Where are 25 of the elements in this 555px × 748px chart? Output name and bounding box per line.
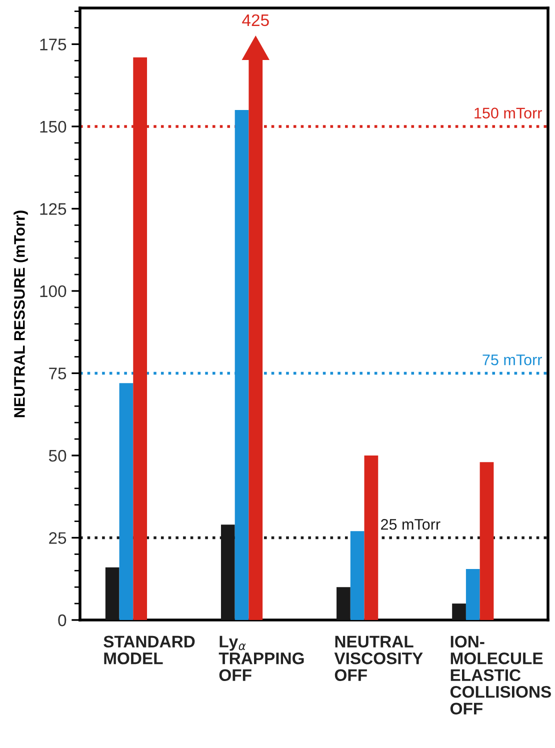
- ref-line-label: 75 mTorr: [482, 354, 542, 366]
- ref-line-label: 25 mTorr: [381, 518, 440, 530]
- bar: [350, 531, 364, 620]
- bar: [336, 587, 350, 620]
- y-tick-label: 50: [48, 450, 66, 462]
- y-tick-label: 175: [40, 38, 66, 50]
- bar: [364, 455, 378, 620]
- bar: [480, 462, 494, 620]
- x-tick-label: ION- MOLECULE ELASTIC COLLISIONS OFF: [450, 636, 551, 715]
- y-tick-label: 100: [40, 285, 66, 298]
- x-tick-label: STANDARD MODEL: [104, 636, 195, 664]
- x-tick-label: Ly$_{α}$ TRAPPING OFF: [218, 636, 304, 682]
- y-tick-label: 25: [49, 532, 66, 544]
- bar: [452, 604, 466, 620]
- bar: [119, 383, 134, 620]
- y-tick-label: 0: [58, 614, 66, 626]
- y-tick-label: 75: [49, 368, 66, 380]
- ref-line-label: 150 mTorr: [474, 108, 542, 118]
- y-axis-title: NEUTRAL RESSURE (mTorr): [14, 210, 28, 418]
- y-tick-label: 150: [40, 120, 66, 133]
- x-tick-label: NEUTRAL VISCOSITY OFF: [334, 636, 423, 682]
- y-tick-label: 125: [40, 203, 66, 215]
- bar: [466, 569, 480, 620]
- annotation: 425: [242, 14, 269, 26]
- bar: [105, 567, 120, 620]
